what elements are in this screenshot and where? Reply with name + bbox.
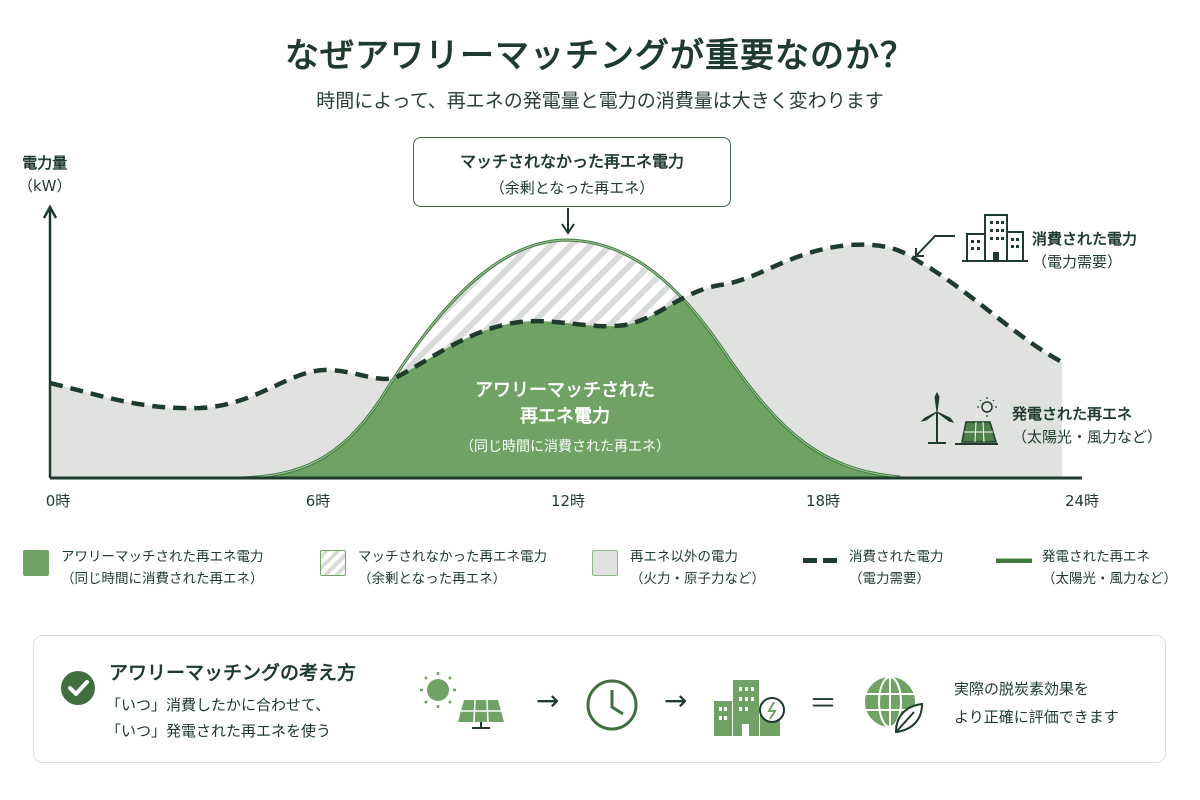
legend-swatch-dashed-line bbox=[803, 558, 839, 563]
flow-arrow-1-icon: → bbox=[536, 684, 560, 717]
y-axis-label: 電力量 （kW） bbox=[18, 152, 72, 198]
matched-label-line1: アワリーマッチされた bbox=[475, 380, 655, 401]
matched-label-note: （同じ時間に消費された再エネ） bbox=[460, 439, 670, 455]
result-line-2: より正確に評価できます bbox=[954, 708, 1119, 726]
y-axis-title: 電力量 bbox=[22, 154, 68, 172]
page-subtitle: 時間によって、再エネの発電量と電力の消費量は大きく変わります bbox=[316, 90, 884, 112]
legend-note: （同じ時間に消費された再エネ） bbox=[61, 571, 264, 587]
matched-label-line2: 再エネ電力 bbox=[520, 406, 610, 427]
solar-panel-sun-icon bbox=[420, 672, 504, 729]
legend-label: マッチされなかった再エネ電力 bbox=[358, 549, 547, 565]
legend-note: （火力・原子力など） bbox=[630, 571, 765, 587]
legend-note: （電力需要） bbox=[849, 571, 930, 587]
legend-swatch-solid-line bbox=[996, 558, 1032, 563]
x-tick-0: 0時 bbox=[45, 492, 71, 510]
matched-area-label: アワリーマッチされた 再エネ電力 （同じ時間に消費された再エネ） bbox=[440, 378, 690, 456]
legend-note: （太陽光・風力など） bbox=[1042, 571, 1177, 587]
legend-swatch-grey bbox=[592, 550, 618, 576]
demand-pointer-arrow-icon bbox=[915, 235, 955, 257]
matched-renewable-area bbox=[240, 244, 900, 478]
flow-arrow-2-icon: → bbox=[664, 684, 688, 717]
y-axis-unit: （kW） bbox=[18, 177, 72, 195]
legend-label: 再エネ以外の電力 bbox=[630, 549, 738, 565]
panel-line-2: 「いつ」発電された再エネを使う bbox=[106, 722, 332, 740]
demand-annotation: 消費された電力 （電力需要） bbox=[1032, 228, 1137, 274]
building-icon bbox=[962, 214, 1028, 262]
clock-icon bbox=[586, 679, 638, 731]
legend-note: （余剰となった再エネ） bbox=[358, 571, 507, 587]
legend-label: アワリーマッチされた再エネ電力 bbox=[61, 549, 264, 565]
legend-label: 消費された電力 bbox=[849, 549, 944, 565]
demand-annotation-note: （電力需要） bbox=[1032, 253, 1123, 271]
y-axis-arrow-icon bbox=[42, 204, 58, 219]
legend-item-matched: アワリーマッチされた再エネ電力 （同じ時間に消費された再エネ） bbox=[23, 546, 264, 590]
callout-title: マッチされなかった再エネ電力 bbox=[459, 152, 684, 171]
chart-legend: アワリーマッチされた再エネ電力 （同じ時間に消費された再エネ） マッチされなかった… bbox=[0, 546, 1200, 596]
legend-item-non-renewable: 再エネ以外の電力 （火力・原子力など） bbox=[592, 546, 765, 590]
legend-item-demand: 消費された電力 （電力需要） bbox=[803, 546, 944, 590]
surplus-callout: マッチされなかった再エネ電力 （余剰となった再エネ） bbox=[413, 137, 731, 207]
area-chart bbox=[42, 204, 1082, 480]
panel-line-1: 「いつ」消費したかに合わせて、 bbox=[106, 696, 331, 714]
legend-label: 発電された再エネ bbox=[1042, 549, 1150, 565]
equals-icon: ＝ bbox=[809, 687, 838, 720]
check-circle-icon bbox=[61, 671, 95, 705]
legend-swatch-hatched bbox=[320, 550, 346, 576]
solar-panel-sun-icon bbox=[955, 397, 998, 445]
callout-subtitle: （余剰となった再エネ） bbox=[489, 179, 655, 197]
concept-panel: アワリーマッチングの考え方 「いつ」消費したかに合わせて、 「いつ」発電された再… bbox=[33, 635, 1166, 763]
x-tick-24: 24時 bbox=[1064, 492, 1100, 510]
legend-item-surplus: マッチされなかった再エネ電力 （余剰となった再エネ） bbox=[320, 546, 547, 590]
x-tick-12: 12時 bbox=[550, 492, 586, 510]
result-line-1: 実際の脱炭素効果を bbox=[954, 680, 1090, 698]
x-tick-18: 18時 bbox=[805, 492, 841, 510]
panel-title: アワリーマッチングの考え方 bbox=[109, 662, 357, 684]
generation-annotation-title: 発電された再エネ bbox=[1012, 405, 1133, 423]
generation-annotation: 発電された再エネ （太陽光・風力など） bbox=[1012, 403, 1162, 449]
globe-leaf-icon bbox=[865, 676, 924, 734]
legend-swatch-green bbox=[23, 550, 49, 576]
generation-annotation-note: （太陽光・風力など） bbox=[1012, 428, 1163, 446]
wind-turbine-icon bbox=[920, 391, 955, 444]
page-title: なぜアワリーマッチングが重要なのか？ bbox=[285, 36, 915, 76]
legend-item-generation: 発電された再エネ （太陽光・風力など） bbox=[996, 546, 1177, 590]
x-tick-6: 6時 bbox=[305, 492, 331, 510]
callout-arrow-icon bbox=[561, 223, 575, 235]
demand-annotation-title: 消費された電力 bbox=[1032, 230, 1138, 248]
building-power-icon bbox=[714, 680, 785, 736]
